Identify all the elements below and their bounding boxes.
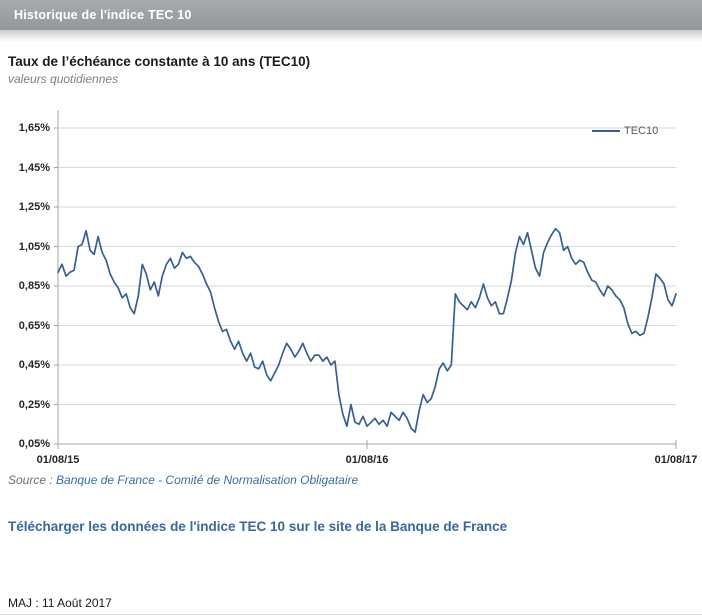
- title-bar-shadow: [0, 30, 702, 42]
- legend-label: TEC10: [624, 125, 659, 137]
- chart-subtitle: valeurs quotidiennes: [8, 72, 119, 86]
- source-prefix: Source :: [8, 473, 57, 487]
- legend: TEC10: [592, 124, 658, 138]
- source-line: Source : Banque de France - Comité de No…: [8, 473, 358, 487]
- window-title: Historique de l'indice TEC 10: [14, 8, 192, 22]
- tec10-line-chart: 1,65% 1,45% 1,25% 1,05% 0,85% 0,65% 0,45% 0,25%…: [0, 95, 702, 475]
- x-tick-label: 01/08/17: [654, 454, 698, 466]
- tec10-series-line: [57, 227, 677, 433]
- x-tick-label: 01/08/15: [36, 454, 80, 466]
- last-updated-text: MAJ : 11 Août 2017: [8, 596, 112, 610]
- source-link[interactable]: Banque de France - Comité de Normalisati…: [56, 473, 359, 487]
- y-tick-label: 1,65%: [18, 122, 50, 134]
- y-tick-label: 1,05%: [18, 240, 50, 253]
- y-tick-label: 0,05%: [18, 438, 50, 450]
- download-data-link[interactable]: Télécharger les données de l'indice TEC …: [8, 519, 508, 534]
- legend-line-key: [592, 130, 620, 132]
- chart-title: Taux de l’échéance constante à 10 ans (T…: [8, 54, 311, 69]
- y-tick-label: 0,45%: [18, 359, 50, 371]
- window-title-bar: Historique de l'indice TEC 10: [0, 0, 702, 30]
- y-tick-label: 1,45%: [18, 161, 50, 174]
- y-tick-label: 1,25%: [18, 201, 50, 213]
- plot-area: [54, 110, 677, 449]
- y-tick-label: 0,65%: [18, 319, 50, 332]
- y-tick-label: 0,25%: [18, 398, 50, 411]
- x-tick-label: 01/08/16: [345, 454, 389, 466]
- y-tick-label: 0,85%: [18, 280, 50, 292]
